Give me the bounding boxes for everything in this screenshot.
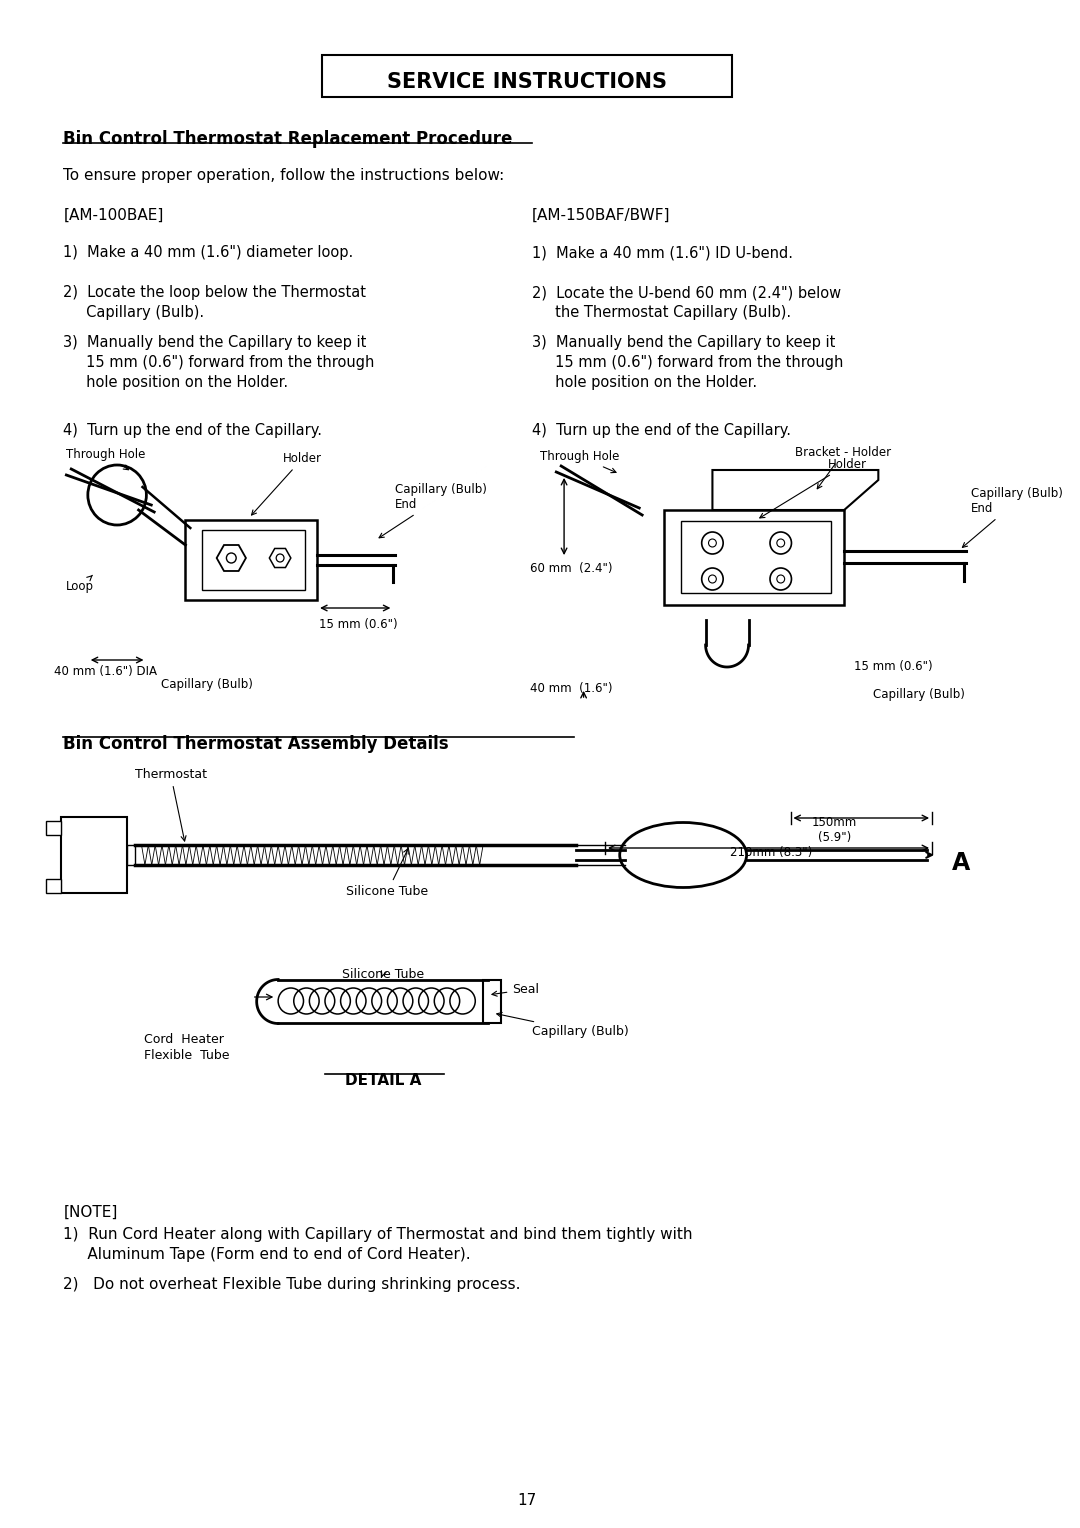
Text: 4)  Turn up the end of the Capillary.: 4) Turn up the end of the Capillary.: [64, 423, 323, 439]
Text: [AM-100BAE]: [AM-100BAE]: [64, 208, 164, 223]
Text: Through Hole: Through Hole: [66, 448, 146, 469]
Text: A: A: [953, 851, 971, 876]
Bar: [126, 845, 135, 865]
Text: 3)  Manually bend the Capillary to keep it
     15 mm (0.6") forward from the th: 3) Manually bend the Capillary to keep i…: [531, 335, 843, 390]
Bar: [45, 879, 60, 892]
Bar: [60, 817, 126, 892]
Text: Capillary (Bulb): Capillary (Bulb): [874, 688, 966, 701]
Text: 2)   Do not overheat Flexible Tube during shrinking process.: 2) Do not overheat Flexible Tube during …: [64, 1277, 521, 1293]
Text: Bin Control Thermostat Replacement Procedure: Bin Control Thermostat Replacement Proce…: [64, 130, 513, 148]
Text: Capillary (Bulb)
End: Capillary (Bulb) End: [379, 483, 487, 538]
Text: To ensure proper operation, follow the instructions below:: To ensure proper operation, follow the i…: [64, 168, 504, 183]
Text: Holder: Holder: [252, 452, 322, 515]
Text: [NOTE]: [NOTE]: [64, 1206, 118, 1219]
Text: Thermostat: Thermostat: [135, 769, 206, 840]
Text: 40 mm (1.6") DIA: 40 mm (1.6") DIA: [54, 665, 157, 678]
Text: Bin Control Thermostat Assembly Details: Bin Control Thermostat Assembly Details: [64, 735, 449, 753]
Text: DETAIL A: DETAIL A: [346, 1073, 421, 1088]
Text: Bracket - Holder: Bracket - Holder: [795, 446, 891, 489]
Text: SERVICE INSTRUCTIONS: SERVICE INSTRUCTIONS: [387, 72, 667, 92]
Text: Seal: Seal: [492, 983, 539, 996]
Text: 3)  Manually bend the Capillary to keep it
     15 mm (0.6") forward from the th: 3) Manually bend the Capillary to keep i…: [64, 335, 375, 390]
Text: 4)  Turn up the end of the Capillary.: 4) Turn up the end of the Capillary.: [531, 423, 791, 439]
Text: Holder: Holder: [759, 458, 866, 518]
Text: 15 mm (0.6"): 15 mm (0.6"): [319, 617, 397, 631]
Bar: [483, 979, 501, 1024]
Text: Cord  Heater: Cord Heater: [145, 1033, 225, 1047]
Text: 15 mm (0.6"): 15 mm (0.6"): [854, 660, 932, 672]
Text: 2)  Locate the U-bend 60 mm (2.4") below
     the Thermostat Capillary (Bulb).: 2) Locate the U-bend 60 mm (2.4") below …: [531, 286, 841, 319]
Text: Capillary (Bulb)
End: Capillary (Bulb) End: [962, 487, 1063, 547]
Text: 1)  Run Cord Heater along with Capillary of Thermostat and bind them tightly wit: 1) Run Cord Heater along with Capillary …: [64, 1227, 693, 1262]
Bar: [45, 821, 60, 834]
Text: 60 mm  (2.4"): 60 mm (2.4"): [530, 562, 612, 575]
Text: Loop: Loop: [66, 576, 94, 593]
Text: 210mm (8.3"): 210mm (8.3"): [730, 847, 812, 859]
Text: Silicone Tube: Silicone Tube: [347, 848, 429, 898]
Text: 40 mm  (1.6"): 40 mm (1.6"): [530, 681, 612, 695]
Text: [AM-150BAF/BWF]: [AM-150BAF/BWF]: [531, 208, 671, 223]
Bar: [322, 55, 732, 96]
Text: 2)  Locate the loop below the Thermostat
     Capillary (Bulb).: 2) Locate the loop below the Thermostat …: [64, 286, 366, 319]
Text: Flexible  Tube: Flexible Tube: [145, 1050, 230, 1062]
Text: Capillary (Bulb): Capillary (Bulb): [497, 1013, 629, 1038]
Text: 1)  Make a 40 mm (1.6") diameter loop.: 1) Make a 40 mm (1.6") diameter loop.: [64, 244, 353, 260]
Text: 17: 17: [517, 1493, 537, 1508]
Text: Capillary (Bulb): Capillary (Bulb): [161, 678, 253, 691]
Text: 1)  Make a 40 mm (1.6") ID U-bend.: 1) Make a 40 mm (1.6") ID U-bend.: [531, 244, 793, 260]
Text: Silicone Tube: Silicone Tube: [341, 969, 423, 981]
Text: 150mm
(5.9"): 150mm (5.9"): [812, 816, 858, 843]
Text: Through Hole: Through Hole: [540, 451, 619, 472]
